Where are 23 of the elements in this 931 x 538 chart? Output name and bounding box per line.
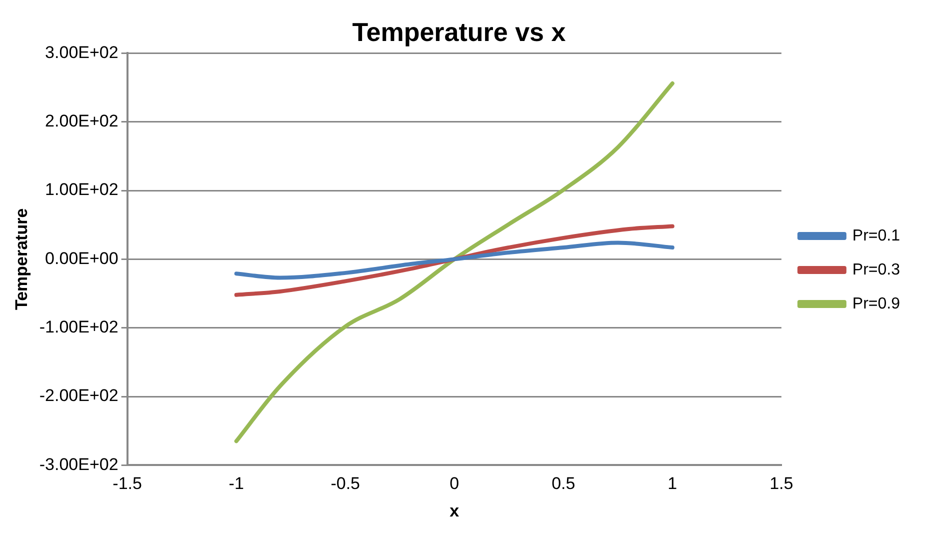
x-tick-label: 0.5 — [552, 474, 576, 494]
line-series — [234, 81, 674, 444]
x-tick-label: 1.5 — [770, 474, 794, 494]
y-tick-label: 0.00E+00 — [45, 248, 118, 268]
x-tick-label: 0 — [450, 474, 460, 494]
x-tick-label: -0.5 — [330, 474, 360, 494]
y-tick-label: -3.00E+02 — [39, 454, 118, 474]
chart-title: Temperature vs x — [352, 16, 566, 47]
y-tick-label: 1.00E+02 — [45, 180, 118, 200]
y-tick-label: 2.00E+02 — [45, 112, 118, 131]
legend-label: Pr=0.3 — [852, 261, 900, 278]
legend-label: Pr=0.1 — [852, 227, 900, 244]
x-tick-label: -1.5 — [112, 474, 142, 494]
y-tick-label: 3.00E+02 — [45, 42, 118, 62]
line-series — [234, 224, 674, 297]
x-axis-title: x — [450, 501, 460, 520]
x-tick-label: -1 — [228, 474, 244, 494]
y-tick-label: -1.00E+02 — [39, 318, 118, 337]
legend-label: Pr=0.9 — [852, 295, 900, 312]
x-tick-label: 1 — [668, 474, 678, 494]
y-tick-label: -2.00E+02 — [39, 386, 118, 406]
line-series — [234, 240, 674, 280]
y-axis-title: Temperature — [12, 208, 31, 310]
